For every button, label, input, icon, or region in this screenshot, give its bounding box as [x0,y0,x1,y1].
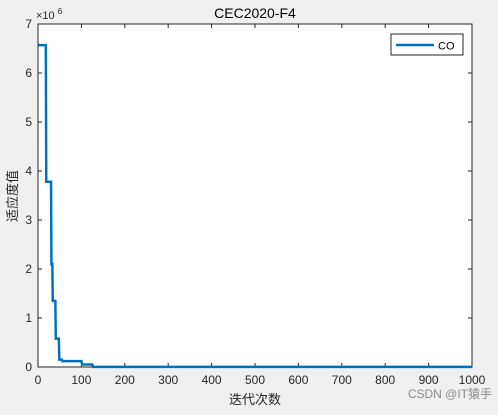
y-multiplier-base: ×10 [36,10,55,22]
x-axis-ticks: 0 100 200 300 400 500 600 700 800 900 1000 [35,24,486,387]
x-tick-label: 900 [419,373,439,387]
x-tick-label: 500 [245,373,265,387]
y-axis-label: 适应度值 [5,170,20,222]
y-tick-label: 1 [25,311,32,325]
series-line-co [38,43,472,369]
plot-area [37,23,473,368]
y-multiplier-label: ×10 6 [36,7,63,22]
x-axis-label: 迭代次数 [229,392,281,407]
y-tick-label: 6 [25,66,32,80]
y-axis-ticks: 0 1 2 3 4 5 6 7 [25,17,472,374]
chart-title: CEC2020-F4 [214,5,296,21]
x-tick-label: 200 [115,373,135,387]
x-tick-label: 800 [375,373,395,387]
x-tick-label: 1000 [459,373,486,387]
y-tick-label: 0 [25,360,32,374]
x-tick-label: 100 [71,373,91,387]
x-tick-label: 700 [332,373,352,387]
legend: CO [390,33,464,56]
y-tick-label: 7 [25,17,32,31]
y-tick-label: 3 [25,213,32,227]
y-tick-label: 2 [25,262,32,276]
watermark: CSDN @IT猿手 [408,386,492,401]
y-multiplier-exponent: 6 [58,7,63,16]
x-tick-label: 400 [202,373,222,387]
y-tick-label: 4 [25,164,32,178]
legend-label-co: CO [438,41,455,53]
x-tick-label: 0 [35,373,42,387]
x-tick-label: 300 [158,373,178,387]
x-tick-label: 600 [288,373,308,387]
y-tick-label: 5 [25,115,32,129]
